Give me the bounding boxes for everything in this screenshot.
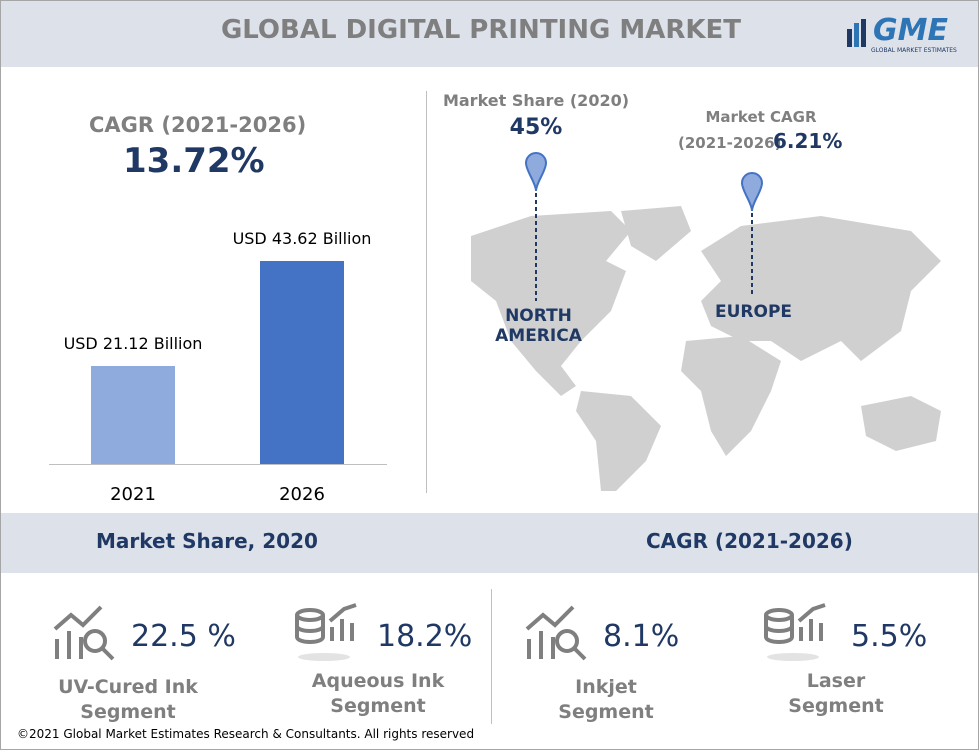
eu-value: 6.21%: [773, 129, 843, 153]
segment-label: Aqueous Ink Segment: [311, 670, 445, 717]
eu-region: EUROPE: [715, 302, 793, 322]
cagr-label: CAGR (2021-2026): [89, 113, 307, 137]
divider: [491, 589, 492, 724]
segment-icon: [294, 601, 364, 663]
segment-icon: [523, 601, 593, 663]
axis-line: [49, 464, 387, 465]
cagr-value: 13.72%: [123, 141, 265, 181]
bar: [91, 365, 175, 464]
segment-icon: [763, 601, 833, 663]
segment-value: 5.5%: [851, 619, 928, 654]
value-label: USD 21.12 Billion: [63, 333, 203, 353]
value-label: USD 43.62 Billion: [232, 229, 372, 248]
eu-label: Market CAGR: [705, 108, 817, 126]
na-region: NORTH AMERICA: [495, 306, 582, 346]
segment-label: UV-Cured Ink Segment: [58, 676, 198, 723]
divider: [426, 91, 427, 493]
segment-value: 18.2%: [377, 619, 473, 654]
logo-subtitle: GLOBAL MARKET ESTIMATES: [871, 47, 957, 54]
title: GLOBAL DIGITAL PRINTING MARKET: [220, 15, 742, 45]
world-map: [471, 206, 941, 491]
header-band: [1, 1, 978, 67]
logo-icon: [847, 19, 866, 47]
segment-value: 8.1%: [603, 619, 680, 654]
pins: [524, 151, 764, 301]
segment-icon: [51, 601, 121, 663]
section-title: Market Share, 2020: [96, 529, 318, 553]
na-label: Market Share (2020): [442, 91, 630, 110]
segment-label: Laser Segment: [788, 670, 884, 717]
na-value: 45%: [509, 115, 563, 140]
category-label: 2026: [279, 484, 325, 505]
section-title: CAGR (2021-2026): [646, 529, 853, 553]
bar: [260, 261, 344, 464]
logo: GME: [873, 13, 948, 48]
bar-chart: USD 21.12 Billion 2021 USD 43.62 Billion 20…: [49, 221, 387, 511]
segment-label: Inkjet Segment: [558, 676, 654, 723]
category-label: 2021: [110, 484, 156, 505]
footer: ©2021 Global Market Estimates Research &…: [17, 727, 475, 741]
section-band: [1, 513, 978, 573]
eu-period: (2021-2026): [678, 134, 782, 152]
segment-value: 22.5 %: [131, 619, 236, 654]
